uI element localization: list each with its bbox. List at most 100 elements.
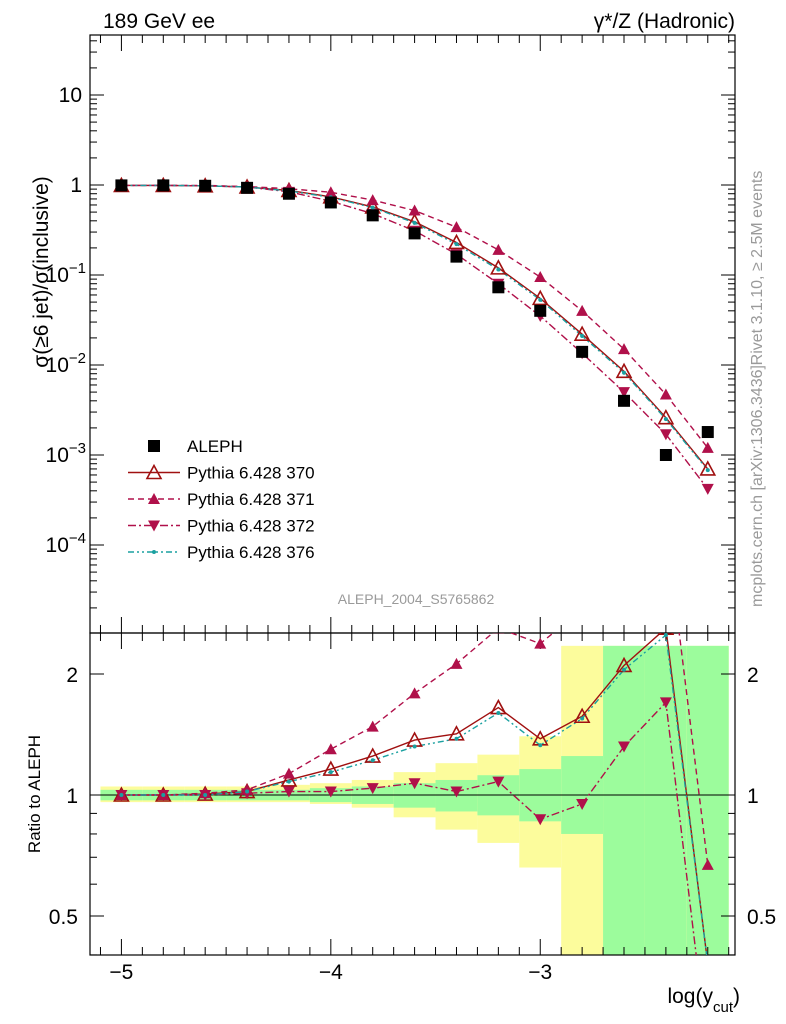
main-point-s0-1 [157, 179, 170, 192]
main-point-s4-10 [538, 297, 543, 302]
main-point-s0-0 [115, 179, 128, 192]
ratio-point-s3-10 [538, 743, 543, 748]
analysis-id-label: ALEPH_2004_S5765862 [338, 591, 495, 607]
legend-marker-1 [145, 463, 163, 480]
series-line-4 [121, 184, 709, 471]
main-y-axis-title: σ(≥6 jet)/σ(inclusive) [30, 176, 53, 367]
main-point-s2-8 [450, 221, 463, 233]
main-point-s0-8 [450, 250, 463, 263]
axes-ticks: 10 1 10−1 10−2 10−3 10−4 2 2 1 1 0.5 0.5 −5 −4 −3 [46, 35, 776, 984]
ratio-point-s3-13 [663, 633, 668, 638]
main-point-s0-9 [492, 281, 505, 294]
main-point-s1-14 [699, 460, 717, 476]
ratio-point-s3-5 [328, 770, 333, 775]
ratio-point-s2-8 [450, 786, 463, 798]
ratio-point-s2-9 [492, 776, 505, 788]
main-point-s2-9 [492, 243, 505, 255]
ratio-band-inner [686, 645, 729, 955]
main-point-s1-10 [531, 289, 549, 306]
x-tick-label: −4 [319, 961, 343, 984]
main-y-tick-label: 10−2 [46, 350, 86, 377]
main-point-s2-14 [701, 441, 714, 453]
main-point-s0-4 [282, 187, 295, 200]
ratio-point-s3-6 [370, 758, 375, 763]
ratio-point-s0-11 [573, 707, 591, 724]
main-point-s1-12 [615, 362, 633, 379]
main-point-s2-6 [366, 194, 379, 206]
main-point-s2-13 [659, 388, 672, 400]
mcplots-label: mcplots.cern.ch [arXiv:1306.3436] [749, 365, 766, 607]
main-point-s4-12 [622, 370, 627, 375]
ratio-point-s2-10 [534, 814, 547, 826]
ratio-point-s3-1 [161, 793, 166, 797]
ratio-uncertainty-bands [100, 645, 729, 955]
legend-label-4: Pythia 6.428 376 [187, 543, 315, 562]
main-y-tick-label: 10−1 [46, 260, 86, 287]
ratio-point-s3-12 [622, 667, 627, 672]
ratio-point-s3-3 [245, 789, 250, 794]
main-point-s4-6 [370, 205, 375, 210]
main-y-tick-label: 10 [59, 84, 82, 107]
main-point-s4-13 [663, 417, 668, 422]
ratio-point-s2-13 [659, 697, 672, 709]
legend-marker-4 [152, 550, 156, 554]
ratio-point-s2-4 [282, 786, 295, 798]
main-point-s3-12 [618, 387, 631, 399]
legend-label-0: ALEPH [187, 437, 243, 456]
ratio-point-s0-5 [322, 760, 340, 776]
legend-label-3: Pythia 6.428 372 [187, 517, 315, 536]
main-y-tick-label: 10−4 [46, 530, 86, 557]
main-point-s2-7 [408, 204, 421, 216]
x-tick-label: −3 [528, 961, 552, 984]
legend-label-1: Pythia 6.428 370 [187, 464, 315, 483]
ratio-point-s1-7 [408, 687, 421, 699]
main-point-s0-3 [241, 181, 254, 194]
ratio-point-s3-7 [412, 744, 417, 749]
rivet-version-label: Rivet 3.1.10, ≥ 2.5M events [749, 171, 766, 366]
ratio-point-s3-9 [496, 710, 501, 715]
main-point-s0-2 [199, 179, 212, 192]
main-point-s2-10 [534, 271, 547, 283]
main-point-s0-10 [534, 304, 547, 317]
ratio-point-s2-5 [324, 786, 337, 798]
ratio-band-inner [644, 645, 687, 955]
main-point-s3-13 [659, 429, 672, 441]
ratio-point-s2-12 [618, 741, 631, 753]
ratio-point-s3-8 [454, 736, 459, 741]
ratio-band-inner [603, 645, 645, 955]
ratio-plot-frame [89, 632, 736, 956]
main-series [113, 176, 717, 495]
main-point-s1-13 [657, 408, 675, 425]
ratio-point-s2-3 [241, 788, 254, 800]
ratio-y-axis-title: Ratio to ALEPH [25, 735, 44, 853]
ratio-series [113, 633, 714, 955]
ratio-point-s3-2 [203, 793, 208, 797]
ratio-point-s1-6 [366, 720, 379, 732]
ratio-point-s2-11 [576, 798, 589, 810]
ratio-y-tick-label-left: 2 [66, 664, 78, 687]
main-point-s1-8 [448, 233, 465, 250]
main-point-s4-7 [412, 220, 417, 225]
ratio-point-s2-6 [366, 783, 379, 795]
main-point-s0-12 [618, 394, 631, 407]
main-point-s0-13 [659, 449, 672, 461]
main-y-tick-label: 10−3 [46, 440, 86, 467]
main-point-s0-7 [408, 227, 421, 240]
main-y-tick-label: 1 [70, 174, 82, 197]
x-axis-title: log(ycut) [667, 985, 740, 1016]
ratio-point-s1-5 [324, 743, 337, 755]
main-point-s3-14 [701, 483, 714, 495]
main-point-s4-14 [705, 468, 710, 473]
main-point-s4-11 [580, 334, 585, 339]
legend-marker-3 [148, 520, 160, 532]
legend-marker-2 [148, 493, 160, 504]
ratio-point-s3-0 [119, 793, 124, 797]
main-point-s0-6 [366, 209, 379, 222]
ratio-point-s1-4 [282, 767, 295, 779]
ratio-y-tick-label-left: 0.5 [49, 906, 78, 929]
ratio-point-s0-4 [280, 771, 298, 787]
main-point-s1-11 [573, 325, 591, 341]
main-point-s4-9 [496, 267, 501, 272]
ratio-point-s1-9 [492, 633, 505, 634]
ratio-point-s1-10 [534, 637, 547, 649]
